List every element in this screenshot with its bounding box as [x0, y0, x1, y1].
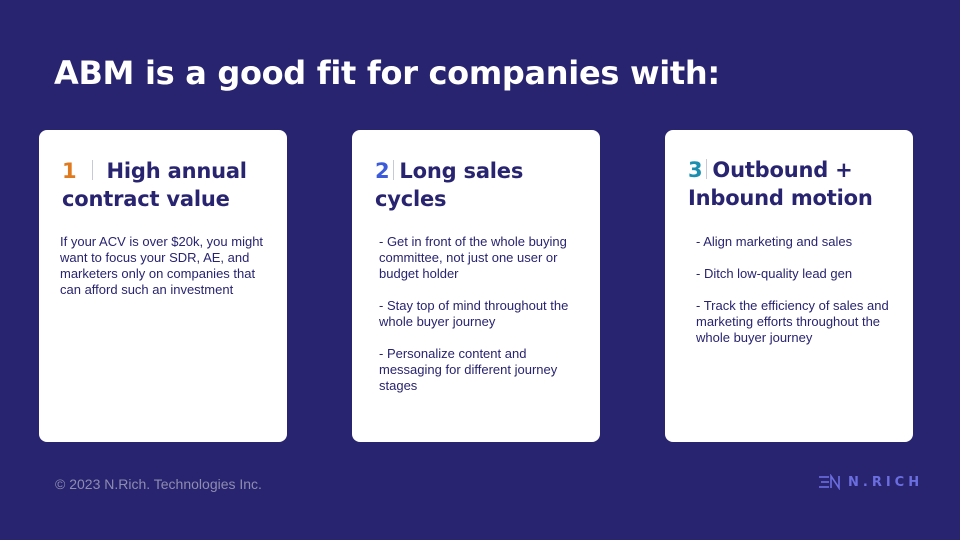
card-number: 2	[375, 159, 390, 183]
card-number: 3	[688, 158, 703, 182]
card-title: Outbound + Inbound motion	[688, 158, 873, 210]
list-item: - Get in front of the whole buying commi…	[379, 234, 567, 281]
card-title: High annual contract value	[62, 159, 247, 211]
list-item: - Ditch low-quality lead gen	[696, 266, 853, 281]
bullet-list: - Align marketing and sales - Ditch low-…	[696, 234, 901, 362]
list-item: - Align marketing and sales	[696, 234, 853, 249]
card-heading: 1 High annual contract value	[62, 157, 278, 213]
bullet-list: - Get in front of the whole buying commi…	[379, 234, 579, 410]
divider	[706, 159, 708, 179]
list-item: - Stay top of mind throughout the whole …	[379, 298, 569, 329]
brand-logo: N.RICH	[818, 474, 923, 490]
card-heading: 2 Long sales cycles	[375, 157, 591, 213]
card-title: Long sales cycles	[375, 159, 524, 211]
divider	[91, 160, 93, 180]
card-heading: 3 Outbound + Inbound motion	[688, 156, 904, 212]
slide-title: ABM is a good fit for companies with:	[54, 54, 720, 92]
brand-name: N.RICH	[848, 474, 924, 490]
divider	[393, 160, 395, 180]
card-high-annual-contract-value: 1 High annual contract value If your ACV…	[39, 130, 287, 442]
list-item: - Personalize content and messaging for …	[379, 346, 558, 393]
card-text: If your ACV is over $20k, you might want…	[60, 234, 264, 297]
nrich-logo-icon	[819, 474, 840, 490]
list-item: - Track the efficiency of sales and mark…	[696, 298, 889, 345]
card-long-sales-cycles: 2 Long sales cycles - Get in front of the…	[352, 130, 600, 442]
card-number: 1	[62, 159, 77, 183]
card-outbound-inbound-motion: 3 Outbound + Inbound motion - Align marke…	[665, 130, 913, 442]
copyright-text: © 2023 N.Rich. Technologies Inc.	[55, 476, 262, 492]
